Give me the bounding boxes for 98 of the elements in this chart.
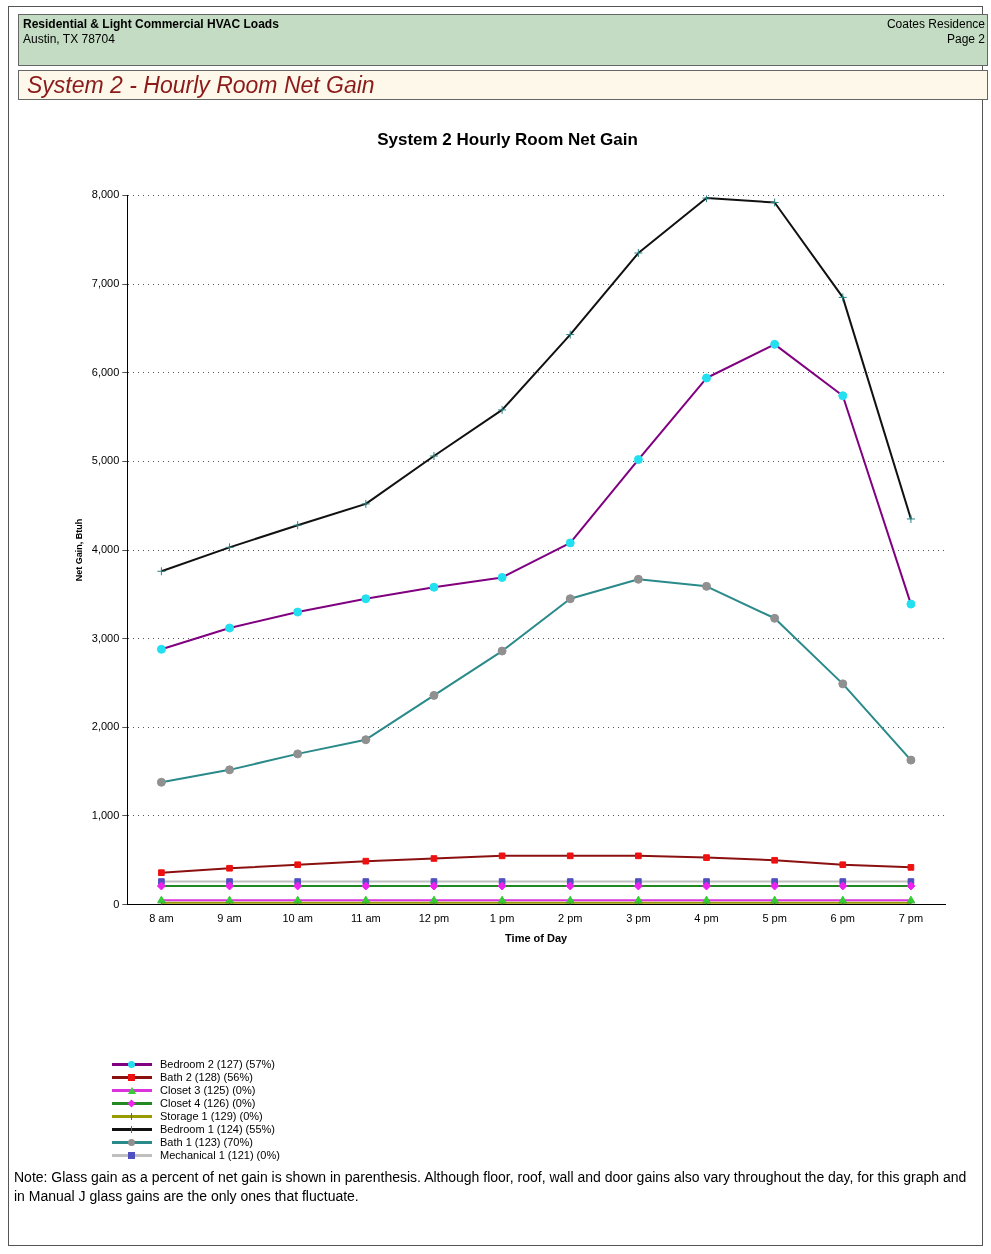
y-tick-label: 1,000 xyxy=(91,808,120,821)
point xyxy=(361,881,371,891)
y-tick-label: 4,000 xyxy=(91,543,120,556)
point xyxy=(429,881,439,891)
point xyxy=(429,582,439,592)
legend-label: Bath 2 (128) (56%) xyxy=(160,1071,253,1084)
x-tick-label: 7 pm xyxy=(898,912,924,925)
legend-label: Closet 4 (126) (0%) xyxy=(160,1097,256,1110)
point xyxy=(566,852,574,860)
y-axis-title: Net Gain, Btuh xyxy=(73,518,84,582)
point xyxy=(430,855,438,862)
point xyxy=(565,881,575,891)
point xyxy=(361,735,371,745)
point xyxy=(907,864,915,871)
point xyxy=(633,455,643,465)
x-tick-label: 8 am xyxy=(149,912,174,925)
text: Page 2 xyxy=(946,32,985,46)
point xyxy=(906,881,916,891)
x-tick-label: 2 pm xyxy=(558,912,583,925)
point xyxy=(293,520,303,530)
legend-label: Closet 3 (125) (0%) xyxy=(160,1084,256,1097)
point xyxy=(906,514,916,524)
y-tick-label: 5,000 xyxy=(91,454,120,467)
x-tick-label: 6 pm xyxy=(830,912,856,925)
point xyxy=(362,857,370,865)
point xyxy=(158,869,165,877)
y-tick-label: 8,000 xyxy=(91,188,120,201)
point xyxy=(226,864,233,872)
chart-subtitle: System 2 - Hourly Room Net Gain xyxy=(18,70,988,100)
x-tick-label: 9 am xyxy=(217,912,242,925)
point xyxy=(633,248,643,258)
point xyxy=(225,623,235,633)
point xyxy=(702,881,712,891)
x-tick-label: 12 pm xyxy=(418,912,450,925)
x-tick-label: 11 am xyxy=(350,912,381,925)
point xyxy=(497,572,507,582)
y-tick-label: 6,000 xyxy=(91,365,120,378)
point xyxy=(906,599,916,609)
point xyxy=(429,451,439,461)
legend-label: Mechanical 1 (121) (0%) xyxy=(160,1149,280,1162)
point xyxy=(770,197,780,207)
x-axis-title: Time of Day xyxy=(505,932,569,945)
point xyxy=(429,690,439,700)
point xyxy=(497,405,507,415)
point xyxy=(498,852,506,860)
legend-label: Bedroom 1 (124) (55%) xyxy=(160,1123,275,1136)
point xyxy=(156,644,166,654)
point xyxy=(293,749,303,759)
point xyxy=(839,861,847,869)
point xyxy=(565,594,575,604)
point xyxy=(293,607,303,617)
y-tick-label: 7,000 xyxy=(91,277,120,290)
point xyxy=(497,646,507,656)
point xyxy=(702,373,712,383)
text: Coates Residence xyxy=(886,17,985,31)
point xyxy=(294,861,301,869)
point xyxy=(906,755,916,765)
chart-title: System 2 Hourly Room Net Gain xyxy=(377,129,638,149)
point xyxy=(771,856,778,864)
text: Austin, TX 78704 xyxy=(23,32,115,46)
x-tick-label: 3 pm xyxy=(626,912,651,925)
point xyxy=(225,881,235,891)
y-tick-label: 0 xyxy=(113,897,120,910)
point xyxy=(156,881,166,891)
point xyxy=(225,765,235,775)
point xyxy=(838,292,848,302)
point xyxy=(770,613,780,623)
point xyxy=(702,581,712,591)
point xyxy=(702,195,712,203)
text: Note: Glass gain as a percent of net gain is shown in parenthesis. Although floor, roof, wall and door gains also vary throughout the day, for this graph and in Manual J glass gains are the only ones that fluctuate. xyxy=(14,1168,968,1206)
x-tick-label: 10 am xyxy=(282,912,313,925)
point xyxy=(770,881,780,891)
point xyxy=(156,777,166,787)
legend-label: Bedroom 2 (127) (57%) xyxy=(160,1058,275,1071)
point xyxy=(838,881,848,891)
point xyxy=(635,852,642,860)
y-tick-label: 2,000 xyxy=(91,720,120,733)
point xyxy=(633,881,643,891)
x-tick-label: 4 pm xyxy=(694,912,719,925)
x-tick-label: 5 pm xyxy=(762,912,787,925)
point xyxy=(497,881,507,891)
y-tick-label: 3,000 xyxy=(91,631,120,644)
point xyxy=(633,574,643,584)
point xyxy=(838,679,848,689)
point xyxy=(703,854,710,861)
point xyxy=(361,594,371,604)
point xyxy=(293,881,303,891)
text: Residential & Light Commercial HVAC Loads xyxy=(23,17,279,31)
point xyxy=(838,391,848,401)
point xyxy=(565,538,575,548)
legend-label: Bath 1 (123) (70%) xyxy=(160,1136,253,1149)
point xyxy=(770,339,780,349)
x-tick-label: 1 pm xyxy=(489,912,515,925)
point xyxy=(225,542,235,552)
legend-label: Storage 1 (129) (0%) xyxy=(160,1110,263,1123)
point xyxy=(565,330,575,340)
point xyxy=(361,499,371,509)
point xyxy=(156,566,166,576)
